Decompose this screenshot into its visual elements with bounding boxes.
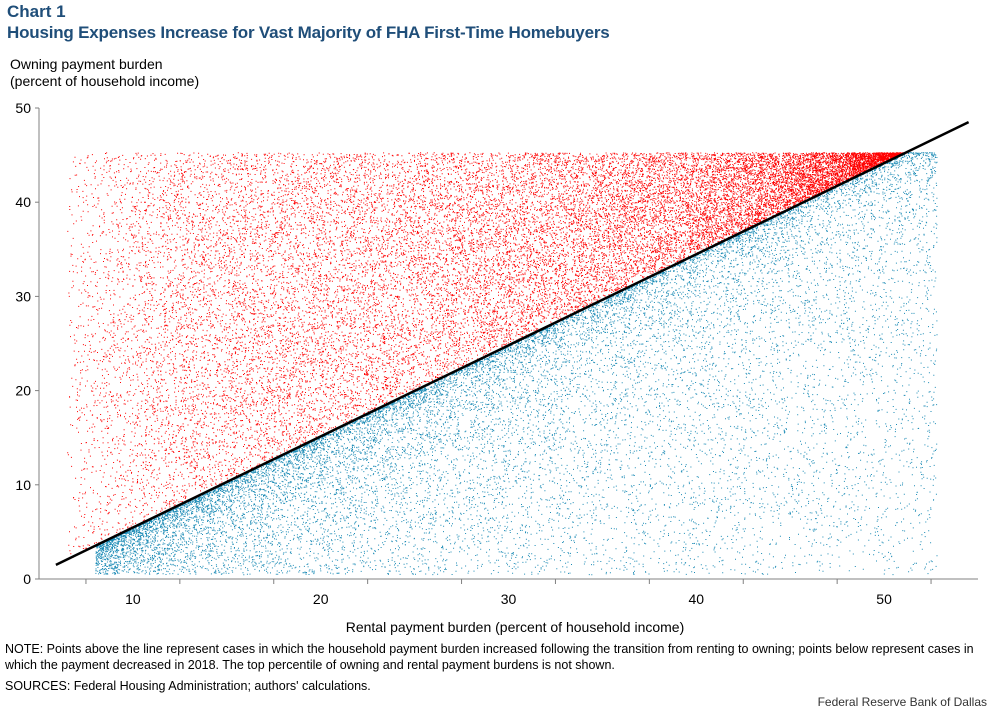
x-tick-label: 10 (125, 591, 141, 607)
sources-text: SOURCES: Federal Housing Administration;… (5, 679, 371, 693)
credit-text: Federal Reserve Bank of Dallas (817, 695, 987, 709)
x-tick-label: 30 (501, 591, 517, 607)
y-tick-label: 0 (23, 571, 31, 587)
y-tick-label: 50 (15, 100, 31, 116)
points-below-line (95, 152, 938, 576)
chart-label: Chart 1 (7, 2, 66, 21)
x-axis-label: Rental payment burden (percent of househ… (345, 619, 685, 635)
y-tick-label: 30 (15, 288, 31, 304)
x-tick-label: 20 (313, 591, 329, 607)
x-tick-label: 40 (689, 591, 705, 607)
y-axis-label-line-2: (percent of household income) (10, 73, 200, 89)
y-tick-label: 10 (15, 477, 31, 493)
y-axis-label-line-1: Owning payment burden (10, 56, 163, 72)
y-tick-label: 40 (15, 194, 31, 210)
y-tick-label: 20 (15, 383, 31, 399)
note-text: NOTE: Points above the line represent ca… (5, 642, 974, 672)
chart-title: Housing Expenses Increase for Vast Major… (7, 23, 610, 42)
x-tick-label: 50 (876, 591, 892, 607)
reference-line (55, 121, 970, 566)
